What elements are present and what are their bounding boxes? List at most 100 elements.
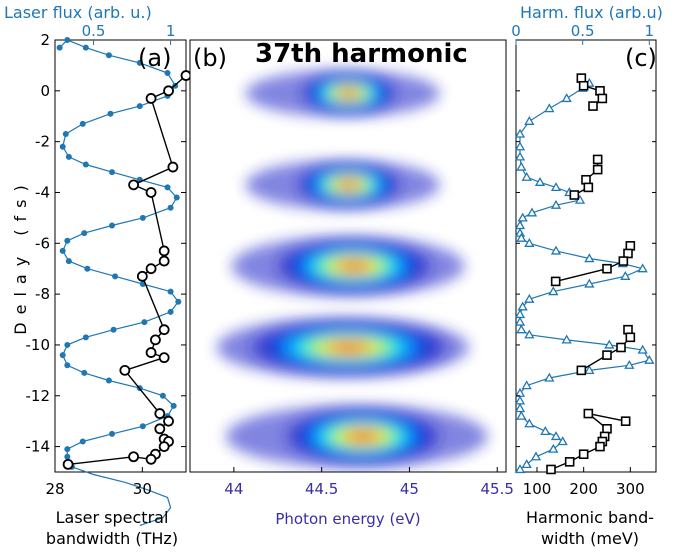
harmonic-flux-point — [521, 380, 532, 390]
harmonic-flux-point — [584, 365, 595, 375]
harmonic-flux-point — [514, 141, 526, 151]
laser-bandwidth-point — [119, 364, 131, 376]
panel-c-xlabel-line2: width (meV) — [541, 529, 639, 548]
panel-c-plot — [514, 73, 655, 475]
harmonic-bandwidth-point — [625, 241, 636, 251]
panel-c-letter: (c) — [625, 44, 657, 72]
laser-flux-point — [109, 222, 116, 229]
harmonic-bandwidth-point — [581, 174, 591, 185]
laser-bandwidth-point — [150, 334, 161, 346]
laser-bandwidth-point — [154, 423, 166, 435]
harmonic-bandwidth-point — [595, 441, 605, 452]
y-tick-label: 0 — [40, 82, 50, 100]
harmonic-bandwidth-point — [595, 86, 605, 96]
y-tick-label: -4 — [35, 183, 50, 201]
panel-b-heatmap — [216, 69, 488, 469]
harmonic-flux-point — [544, 103, 555, 113]
heatmap-blob-core — [282, 409, 444, 464]
laser-bandwidth-point — [145, 347, 157, 358]
harmonic-flux-point — [521, 459, 532, 469]
laser-bandwidth-point — [158, 245, 170, 257]
y-tick-label: 2 — [40, 31, 50, 49]
laser-flux-point — [59, 143, 66, 150]
laser-bandwidth-point — [145, 453, 157, 465]
panel-b-bottom-tick-label: 45 — [400, 480, 419, 498]
panel-a-frame — [54, 39, 187, 473]
harmonic-flux-point — [550, 199, 562, 209]
heatmap-blob-core — [273, 240, 435, 293]
laser-flux-point — [107, 110, 114, 117]
laser-bandwidth-point — [163, 85, 174, 97]
laser-flux-point — [164, 70, 171, 77]
y-axis-label: Delay (fs) — [11, 177, 30, 334]
harmonic-bandwidth-point — [576, 365, 587, 376]
laser-flux-point — [64, 37, 71, 43]
laser-flux-point — [82, 161, 89, 168]
panel-a-xlabel-line2: bandwidth (THz) — [46, 529, 178, 548]
panel-a-letter: (a) — [138, 44, 171, 72]
harmonic-flux-point — [514, 220, 526, 230]
harmonic-flux-point — [524, 116, 535, 125]
harmonic-bandwidth-point — [550, 276, 561, 287]
harmonic-flux-point — [514, 309, 526, 319]
laser-flux-point — [105, 52, 112, 59]
y-tick-label: -10 — [26, 336, 51, 354]
laser-flux-point — [164, 184, 171, 191]
harmonic-bandwidth-point — [546, 464, 556, 475]
laser-flux-point — [59, 352, 66, 359]
laser-bandwidth-point — [163, 415, 174, 427]
panel-c-top-tick-label: 0.5 — [571, 22, 595, 40]
laser-flux-point — [173, 194, 180, 201]
harmonic-flux-point — [514, 316, 526, 326]
harmonic-flux-point — [584, 253, 595, 263]
harmonic-flux-point — [516, 161, 527, 171]
heatmap-blob-core — [295, 163, 402, 207]
laser-flux-point — [167, 204, 174, 211]
laser-bandwidth-point — [158, 324, 170, 336]
harmonic-flux-point — [524, 293, 535, 303]
panel-b-bottom-tick-label: 45.5 — [481, 480, 514, 498]
harmonic-bandwidth-point — [602, 263, 612, 274]
laser-bandwidth-point — [145, 93, 157, 104]
laser-flux-point — [136, 59, 143, 66]
harmonic-flux-point — [517, 301, 528, 311]
laser-flux-point — [167, 288, 174, 295]
panel-b-xlabel: Photon energy (eV) — [275, 510, 420, 528]
laser-bandwidth-point — [128, 451, 140, 463]
laser-flux-point — [81, 369, 88, 376]
laser-bandwidth-point — [158, 352, 170, 364]
harmonic-flux-point — [550, 182, 562, 192]
panel-c-top-axis-label: Harm. flux (arb.u) — [520, 3, 663, 22]
panel-b-bottom-tick-label: 44 — [224, 480, 243, 498]
laser-bandwidth-point — [62, 458, 74, 470]
laser-flux-point — [79, 120, 86, 127]
panel-c-bottom-tick-label: 100 — [523, 480, 552, 498]
harmonic-bandwidth-point — [583, 182, 594, 193]
harmonic-bandwidth-point — [592, 154, 603, 165]
panel-a-plot — [56, 37, 192, 526]
laser-flux-point — [82, 44, 89, 51]
panel-b-bottom-tick-label: 44.5 — [305, 480, 338, 498]
laser-flux-point — [109, 430, 116, 437]
harmonic-bandwidth-point — [623, 324, 633, 335]
panel-a-top-axis-label: Laser flux (arb. u.) — [4, 3, 152, 22]
laser-flux-point — [84, 265, 91, 272]
panel-a-bottom-tick-label: 30 — [133, 480, 152, 498]
harmonic-flux-point — [516, 324, 527, 334]
harmonic-flux-point — [637, 263, 648, 273]
harmonic-flux-point — [514, 128, 526, 138]
panel-c-bottom-tick-label: 300 — [616, 480, 645, 498]
laser-flux-point — [64, 362, 71, 369]
harmonic-flux-point — [514, 151, 526, 161]
laser-flux-point — [64, 237, 71, 244]
harmonic-flux-point — [637, 344, 648, 354]
harmonic-flux-point — [516, 410, 527, 420]
laser-flux-point — [82, 334, 89, 341]
harmonic-bandwidth-point — [564, 457, 575, 467]
harmonic-flux-point — [561, 93, 572, 103]
laser-flux-point — [112, 273, 119, 280]
harmonic-flux-point — [524, 329, 535, 339]
harmonic-bandwidth-point — [592, 164, 603, 175]
harmonic-bandwidth-point — [583, 408, 594, 419]
